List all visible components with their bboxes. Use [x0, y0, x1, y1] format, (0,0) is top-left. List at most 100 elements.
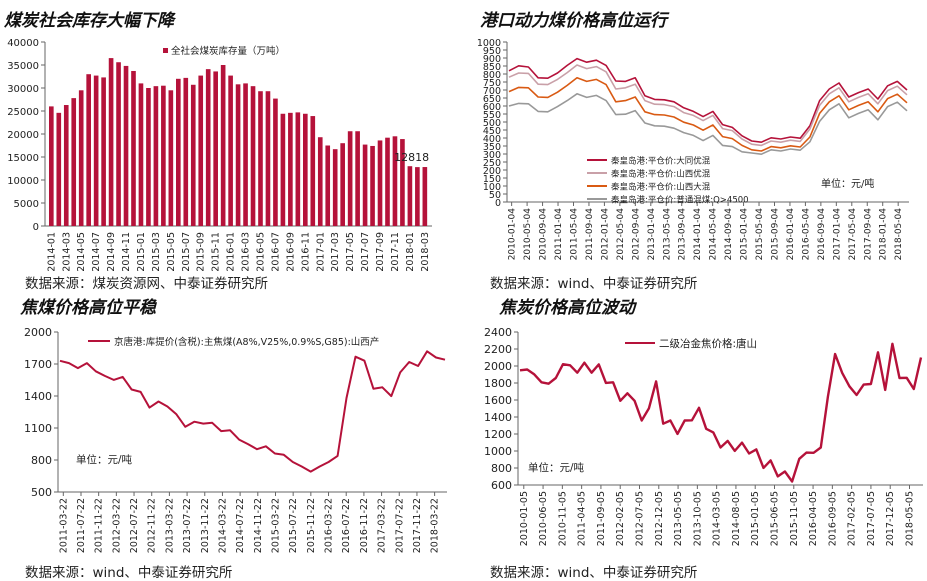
bar — [422, 167, 428, 226]
panel1-source: 数据来源：煤炭资源网、中泰证券研究所 — [25, 276, 268, 292]
x-tick-label: 2015-05-04 — [755, 208, 765, 261]
x-tick-label: 2017-05-04 — [848, 208, 858, 261]
bar — [407, 166, 413, 226]
bar — [146, 88, 151, 226]
x-tick-label: 2015-11-05 — [789, 491, 800, 546]
bar — [392, 136, 398, 226]
y-tick-label: 1400 — [484, 411, 512, 424]
series-line — [508, 64, 908, 147]
y-tick-label: 150 — [483, 174, 501, 185]
x-tick-label: 2015-09 — [196, 232, 207, 272]
bar — [205, 69, 211, 226]
x-tick-label: 2015-09-04 — [770, 208, 780, 261]
bar — [161, 85, 166, 226]
y-tick-label: 850 — [483, 62, 501, 73]
x-tick-label: 2013-03-22 — [164, 498, 175, 553]
x-tick-label: 2018-01 — [405, 232, 416, 272]
legend-label: 秦皇岛港:平仓价:山西优混 — [611, 169, 711, 180]
x-tick-label: 2016-03 — [241, 232, 252, 272]
panel3-source: 数据来源：wind、中泰证券研究所 — [25, 565, 233, 581]
bar — [250, 86, 256, 226]
y-tick-label: 650 — [483, 94, 501, 105]
bar — [220, 65, 226, 226]
legend-label: 全社会煤炭库存量（万吨） — [171, 45, 285, 57]
bar — [93, 75, 99, 226]
x-tick-label: 2012-11-22 — [147, 498, 158, 553]
bar — [49, 106, 54, 226]
x-tick-label: 2014-03-22 — [217, 498, 228, 553]
y-tick-label: 1700 — [24, 358, 52, 371]
bar — [415, 167, 420, 226]
bar — [347, 131, 353, 226]
x-tick-label: 2015-01-05 — [750, 491, 761, 546]
last-value-label: 12818 — [394, 151, 429, 164]
y-tick-label: 800 — [31, 454, 52, 467]
legend-swatch — [163, 48, 168, 53]
y-tick-label: 15000 — [7, 153, 39, 164]
x-tick-label: 2010-06-05 — [538, 491, 549, 546]
x-tick-label: 2011-03-22 — [58, 498, 69, 553]
x-tick-label: 2018-03 — [420, 232, 431, 272]
y-tick-label: 50 — [489, 190, 501, 201]
x-tick-label: 2017-07-22 — [394, 498, 405, 553]
y-tick-label: 1800 — [484, 377, 512, 390]
y-tick-label: 1000 — [484, 445, 512, 458]
x-tick-label: 2017-01-04 — [832, 208, 842, 261]
x-tick-label: 2013-01-04 — [647, 208, 657, 261]
x-tick-label: 2012-05-04 — [616, 208, 626, 261]
y-tick-label: 950 — [483, 46, 501, 57]
x-tick-label: 2016-11 — [300, 232, 311, 272]
x-tick-label: 2016-01 — [226, 232, 237, 272]
x-tick-label: 2013-10-05 — [692, 491, 703, 546]
x-tick-label: 2011-09-04 — [585, 208, 595, 261]
y-tick-label: 0 — [495, 198, 501, 209]
panel4-title: 焦炭价格高位波动 — [499, 298, 635, 318]
x-tick-label: 2016-11-22 — [359, 498, 370, 553]
bar — [78, 90, 84, 226]
x-tick-label: 2011-01-04 — [554, 208, 564, 261]
x-tick-label: 2017-03 — [330, 232, 341, 272]
x-tick-label: 2016-07 — [270, 232, 281, 272]
x-tick-label: 2014-05 — [76, 232, 87, 272]
coke-price-chart: 600 800 1000 1200 1400 1600 1800 2000 2200 2400 20… — [484, 326, 923, 546]
x-tick-label: 2017-03-22 — [377, 498, 388, 553]
x-tick-label: 2012-12-05 — [654, 491, 665, 546]
y-tick-label: 5000 — [14, 199, 39, 210]
y-tick-label: 750 — [483, 78, 501, 89]
x-tick-label: 2013-09-04 — [678, 208, 688, 261]
bar — [228, 75, 233, 226]
x-tick-label: 2015-11 — [211, 232, 222, 272]
x-tick-label: 2011-04-05 — [577, 491, 588, 546]
x-tick-label: 2014-03 — [61, 232, 72, 272]
y-tick-label: 500 — [483, 118, 501, 129]
x-tick-label: 2017-01 — [315, 232, 326, 272]
x-tick-label: 2016-09-05 — [827, 491, 838, 546]
y-tick-label: 800 — [491, 462, 512, 475]
y-tick-label: 800 — [483, 70, 501, 81]
x-tick-label: 2014-09 — [106, 232, 117, 272]
legend-label: 京唐港:库提价(含税):主焦煤(A8%,V25%,0.9%S,G85):山西产 — [114, 336, 379, 348]
bar — [243, 83, 248, 227]
bar — [190, 84, 196, 226]
x-tick-label: 2012-07-05 — [635, 491, 646, 546]
x-tick-label: 2016-09 — [285, 232, 296, 272]
bar — [123, 65, 129, 226]
y-tick-label: 500 — [31, 486, 52, 499]
x-tick-label: 2014-05-04 — [709, 208, 719, 261]
x-tick-label: 2014-03-05 — [712, 491, 723, 546]
y-tick-label: 550 — [483, 110, 501, 121]
x-tick-label: 2011-11-22 — [94, 498, 105, 553]
panel2-source: 数据来源：wind、中泰证券研究所 — [490, 276, 698, 292]
x-tick-label: 2017-11-22 — [412, 498, 423, 553]
x-tick-label: 2017-02-05 — [847, 491, 858, 546]
x-tick-label: 2015-11-22 — [306, 498, 317, 553]
y-tick-label: 20000 — [7, 130, 39, 141]
x-tick-label: 2017-11 — [390, 232, 401, 272]
y-tick-label: 2000 — [484, 360, 512, 373]
x-tick-label: 2017-07 — [360, 232, 371, 272]
y-tick-label: 35000 — [7, 61, 39, 72]
y-tick-label: 2400 — [484, 326, 512, 339]
unit-label: 单位：元/吨 — [821, 177, 874, 190]
x-tick-label: 2017-09 — [375, 232, 386, 272]
x-tick-label: 2014-09-04 — [724, 208, 734, 261]
